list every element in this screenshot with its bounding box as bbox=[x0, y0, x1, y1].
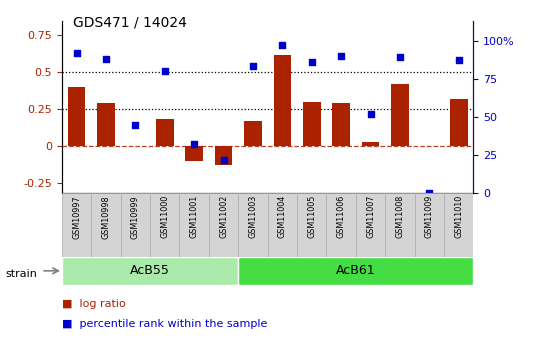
Bar bbox=[332, 103, 350, 146]
Bar bbox=[68, 87, 86, 146]
Bar bbox=[444, 193, 473, 257]
Bar bbox=[91, 193, 121, 257]
Bar bbox=[238, 257, 473, 285]
Point bbox=[337, 53, 345, 59]
Bar bbox=[391, 84, 409, 146]
Text: strain: strain bbox=[5, 269, 37, 279]
Bar bbox=[356, 193, 385, 257]
Text: GDS471 / 14024: GDS471 / 14024 bbox=[73, 16, 187, 30]
Point bbox=[131, 122, 140, 127]
Point bbox=[395, 55, 404, 60]
Point bbox=[160, 68, 169, 74]
Bar bbox=[62, 193, 91, 257]
Text: ■  log ratio: ■ log ratio bbox=[62, 299, 125, 308]
Point bbox=[72, 50, 81, 56]
Point bbox=[278, 42, 287, 48]
Bar bbox=[62, 257, 238, 285]
Bar bbox=[121, 193, 150, 257]
Point bbox=[366, 111, 375, 117]
Text: GSM10998: GSM10998 bbox=[102, 195, 110, 239]
Point bbox=[455, 58, 463, 63]
Bar bbox=[267, 193, 297, 257]
Bar bbox=[185, 146, 203, 161]
Text: GSM11008: GSM11008 bbox=[395, 195, 405, 238]
Bar bbox=[297, 193, 327, 257]
Bar bbox=[180, 193, 209, 257]
Text: GSM11009: GSM11009 bbox=[425, 195, 434, 238]
Bar bbox=[244, 121, 262, 146]
Text: ■  percentile rank within the sample: ■ percentile rank within the sample bbox=[62, 319, 267, 329]
Point bbox=[190, 141, 199, 147]
Bar bbox=[385, 193, 415, 257]
Text: GSM11002: GSM11002 bbox=[219, 195, 228, 238]
Bar bbox=[415, 193, 444, 257]
Text: GSM11010: GSM11010 bbox=[454, 195, 463, 238]
Text: GSM11000: GSM11000 bbox=[160, 195, 169, 238]
Bar bbox=[450, 99, 468, 146]
Text: GSM11007: GSM11007 bbox=[366, 195, 375, 238]
Bar bbox=[97, 103, 115, 146]
Text: GSM11005: GSM11005 bbox=[307, 195, 316, 238]
Point bbox=[307, 59, 316, 65]
Text: AcB61: AcB61 bbox=[336, 264, 376, 277]
Bar bbox=[238, 193, 268, 257]
Bar bbox=[273, 55, 291, 146]
Bar bbox=[209, 193, 238, 257]
Text: GSM11003: GSM11003 bbox=[249, 195, 258, 238]
Bar bbox=[156, 119, 174, 146]
Text: AcB55: AcB55 bbox=[130, 264, 170, 277]
Bar bbox=[215, 146, 232, 165]
Text: GSM10997: GSM10997 bbox=[72, 195, 81, 239]
Text: GSM11006: GSM11006 bbox=[337, 195, 345, 238]
Point bbox=[102, 56, 110, 62]
Bar bbox=[362, 141, 379, 146]
Text: GSM10999: GSM10999 bbox=[131, 195, 140, 239]
Bar bbox=[327, 193, 356, 257]
Bar bbox=[303, 102, 321, 146]
Bar bbox=[150, 193, 180, 257]
Point bbox=[425, 190, 434, 196]
Point bbox=[249, 64, 257, 69]
Point bbox=[220, 157, 228, 162]
Text: GSM11001: GSM11001 bbox=[190, 195, 199, 238]
Text: GSM11004: GSM11004 bbox=[278, 195, 287, 238]
